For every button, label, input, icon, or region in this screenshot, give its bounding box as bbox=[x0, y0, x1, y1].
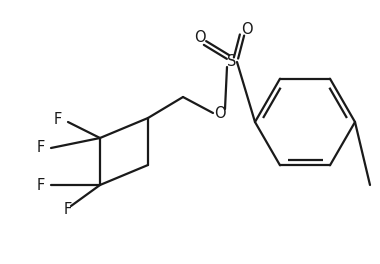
Text: F: F bbox=[64, 202, 72, 218]
Text: S: S bbox=[227, 54, 237, 69]
Text: F: F bbox=[54, 112, 62, 128]
Text: F: F bbox=[37, 140, 45, 155]
Text: F: F bbox=[37, 177, 45, 192]
Text: O: O bbox=[214, 106, 226, 120]
Text: O: O bbox=[241, 22, 253, 37]
Text: O: O bbox=[194, 31, 206, 45]
